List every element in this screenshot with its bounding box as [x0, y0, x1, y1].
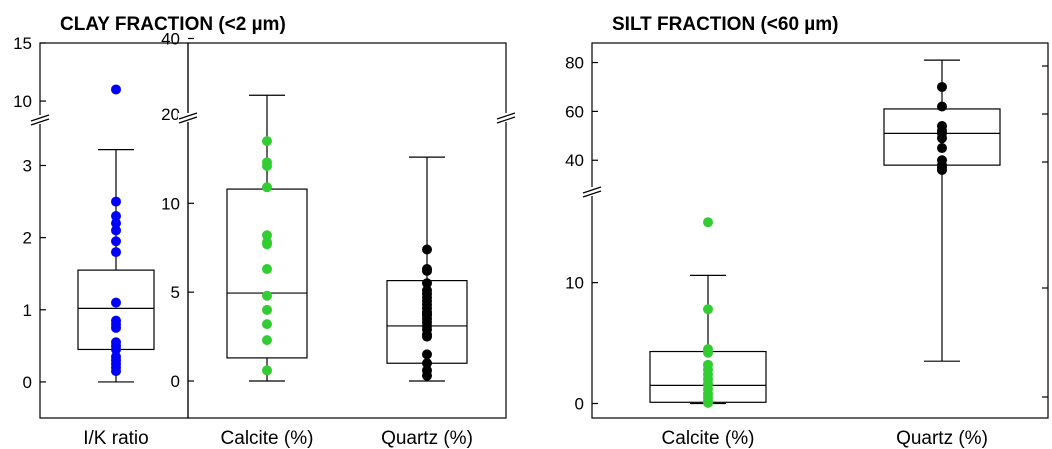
ik-point-3: [111, 218, 121, 229]
ik-axis-tick-label-3: 3: [23, 157, 32, 176]
ik-point-10: [111, 322, 121, 333]
ik-point-6: [111, 247, 121, 258]
silt-axis-tick-label-60: 60: [565, 102, 584, 121]
silt-axis-tick-label-0: 0: [575, 394, 584, 413]
axis-break-mineral-right: [496, 112, 516, 124]
axis-break-silt: [582, 186, 602, 198]
silt-calcite-point-13: [703, 397, 713, 408]
clay-calcite-point-4: [262, 230, 272, 241]
axis-break-mineral: [178, 112, 198, 124]
silt-axis-tick-label-10: 10: [565, 274, 584, 293]
clay-quartz-point-22: [422, 370, 432, 381]
ik-category-label: I/K ratio: [83, 428, 148, 449]
clay-quartz-point-2: [422, 265, 432, 276]
silt-calcite-point-3: [703, 347, 713, 358]
silt-frame: [591, 42, 1049, 419]
silt-quartz-category-label: Quartz (%): [896, 428, 988, 449]
clay-calcite-point-11: [262, 335, 272, 346]
ik-point-18: [111, 366, 121, 377]
clay-quartz-point-19: [422, 349, 432, 360]
clay-panel-title: CLAY FRACTION (<2 µm): [60, 14, 286, 35]
chart-marks: 0 1 2 3 10 15 I/K ratio 0 5 10 20 40 Calcite (%) Quar…: [13, 30, 1001, 449]
clay-axis-tick-label-40: 40: [161, 30, 180, 49]
ik-point-1: [111, 196, 121, 207]
ik-axis-tick-label-1: 1: [23, 301, 32, 320]
silt-calcite-point-1: [703, 304, 713, 315]
ik-point-13: [111, 344, 121, 355]
clay-quartz-point-20: [422, 358, 432, 369]
silt-quartz-point-6: [937, 143, 947, 154]
ik-axis-tick-label-15: 15: [13, 34, 32, 53]
clay-quartz-point-0: [422, 244, 432, 255]
silt-axis-tick-label-40: 40: [565, 151, 584, 170]
clay-calcite-point-10: [262, 319, 272, 330]
clay-axis-tick-label-0: 0: [171, 372, 180, 391]
clay-calcite-point-6: [262, 239, 272, 250]
ik-point-4: [111, 225, 121, 236]
silt-quartz-point-0: [937, 81, 947, 92]
clay-calcite-point-12: [262, 365, 272, 376]
clay-calcite-point-3: [262, 182, 272, 193]
clay-calcite-point-7: [262, 264, 272, 275]
clay-axis-tick-label-5: 5: [171, 283, 180, 302]
silt-calcite-point-0: [703, 217, 713, 228]
clay-mineral-frame: [187, 42, 507, 419]
ik-point-5: [111, 236, 121, 247]
clay-calcite-point-8: [262, 290, 272, 301]
silt-quartz-point-10: [937, 165, 947, 176]
clay-quartz-category-label: Quartz (%): [381, 428, 473, 449]
silt-quartz-point-5: [937, 133, 947, 144]
clay-calcite-point-9: [262, 304, 272, 315]
clay-calcite-point-2: [262, 160, 272, 171]
silt-axis-tick-label-80: 80: [565, 54, 584, 73]
ik-point-2: [111, 211, 121, 221]
silt-calcite-category-label: Calcite (%): [662, 428, 755, 449]
clay-quartz-point-3: [422, 278, 432, 289]
clay-axis-tick-label-10: 10: [161, 194, 180, 213]
axis-break-ik: [30, 114, 50, 126]
ik-axis-tick-label-0: 0: [23, 373, 32, 392]
clay-quartz-point-18: [422, 331, 432, 342]
ik-axis-tick-label-2: 2: [23, 229, 32, 248]
clay-calcite-point-0: [262, 136, 272, 147]
clay-axis-tick-label-20: 20: [161, 105, 180, 124]
silt-quartz-point-1: [937, 101, 947, 112]
ik-point-7: [111, 297, 121, 308]
ik-axis-tick-label-10: 10: [13, 92, 32, 111]
silt-panel-title: SILT FRACTION (<60 µm): [612, 14, 838, 35]
ik-point-0: [111, 84, 121, 95]
clay-calcite-category-label: Calcite (%): [221, 428, 314, 449]
